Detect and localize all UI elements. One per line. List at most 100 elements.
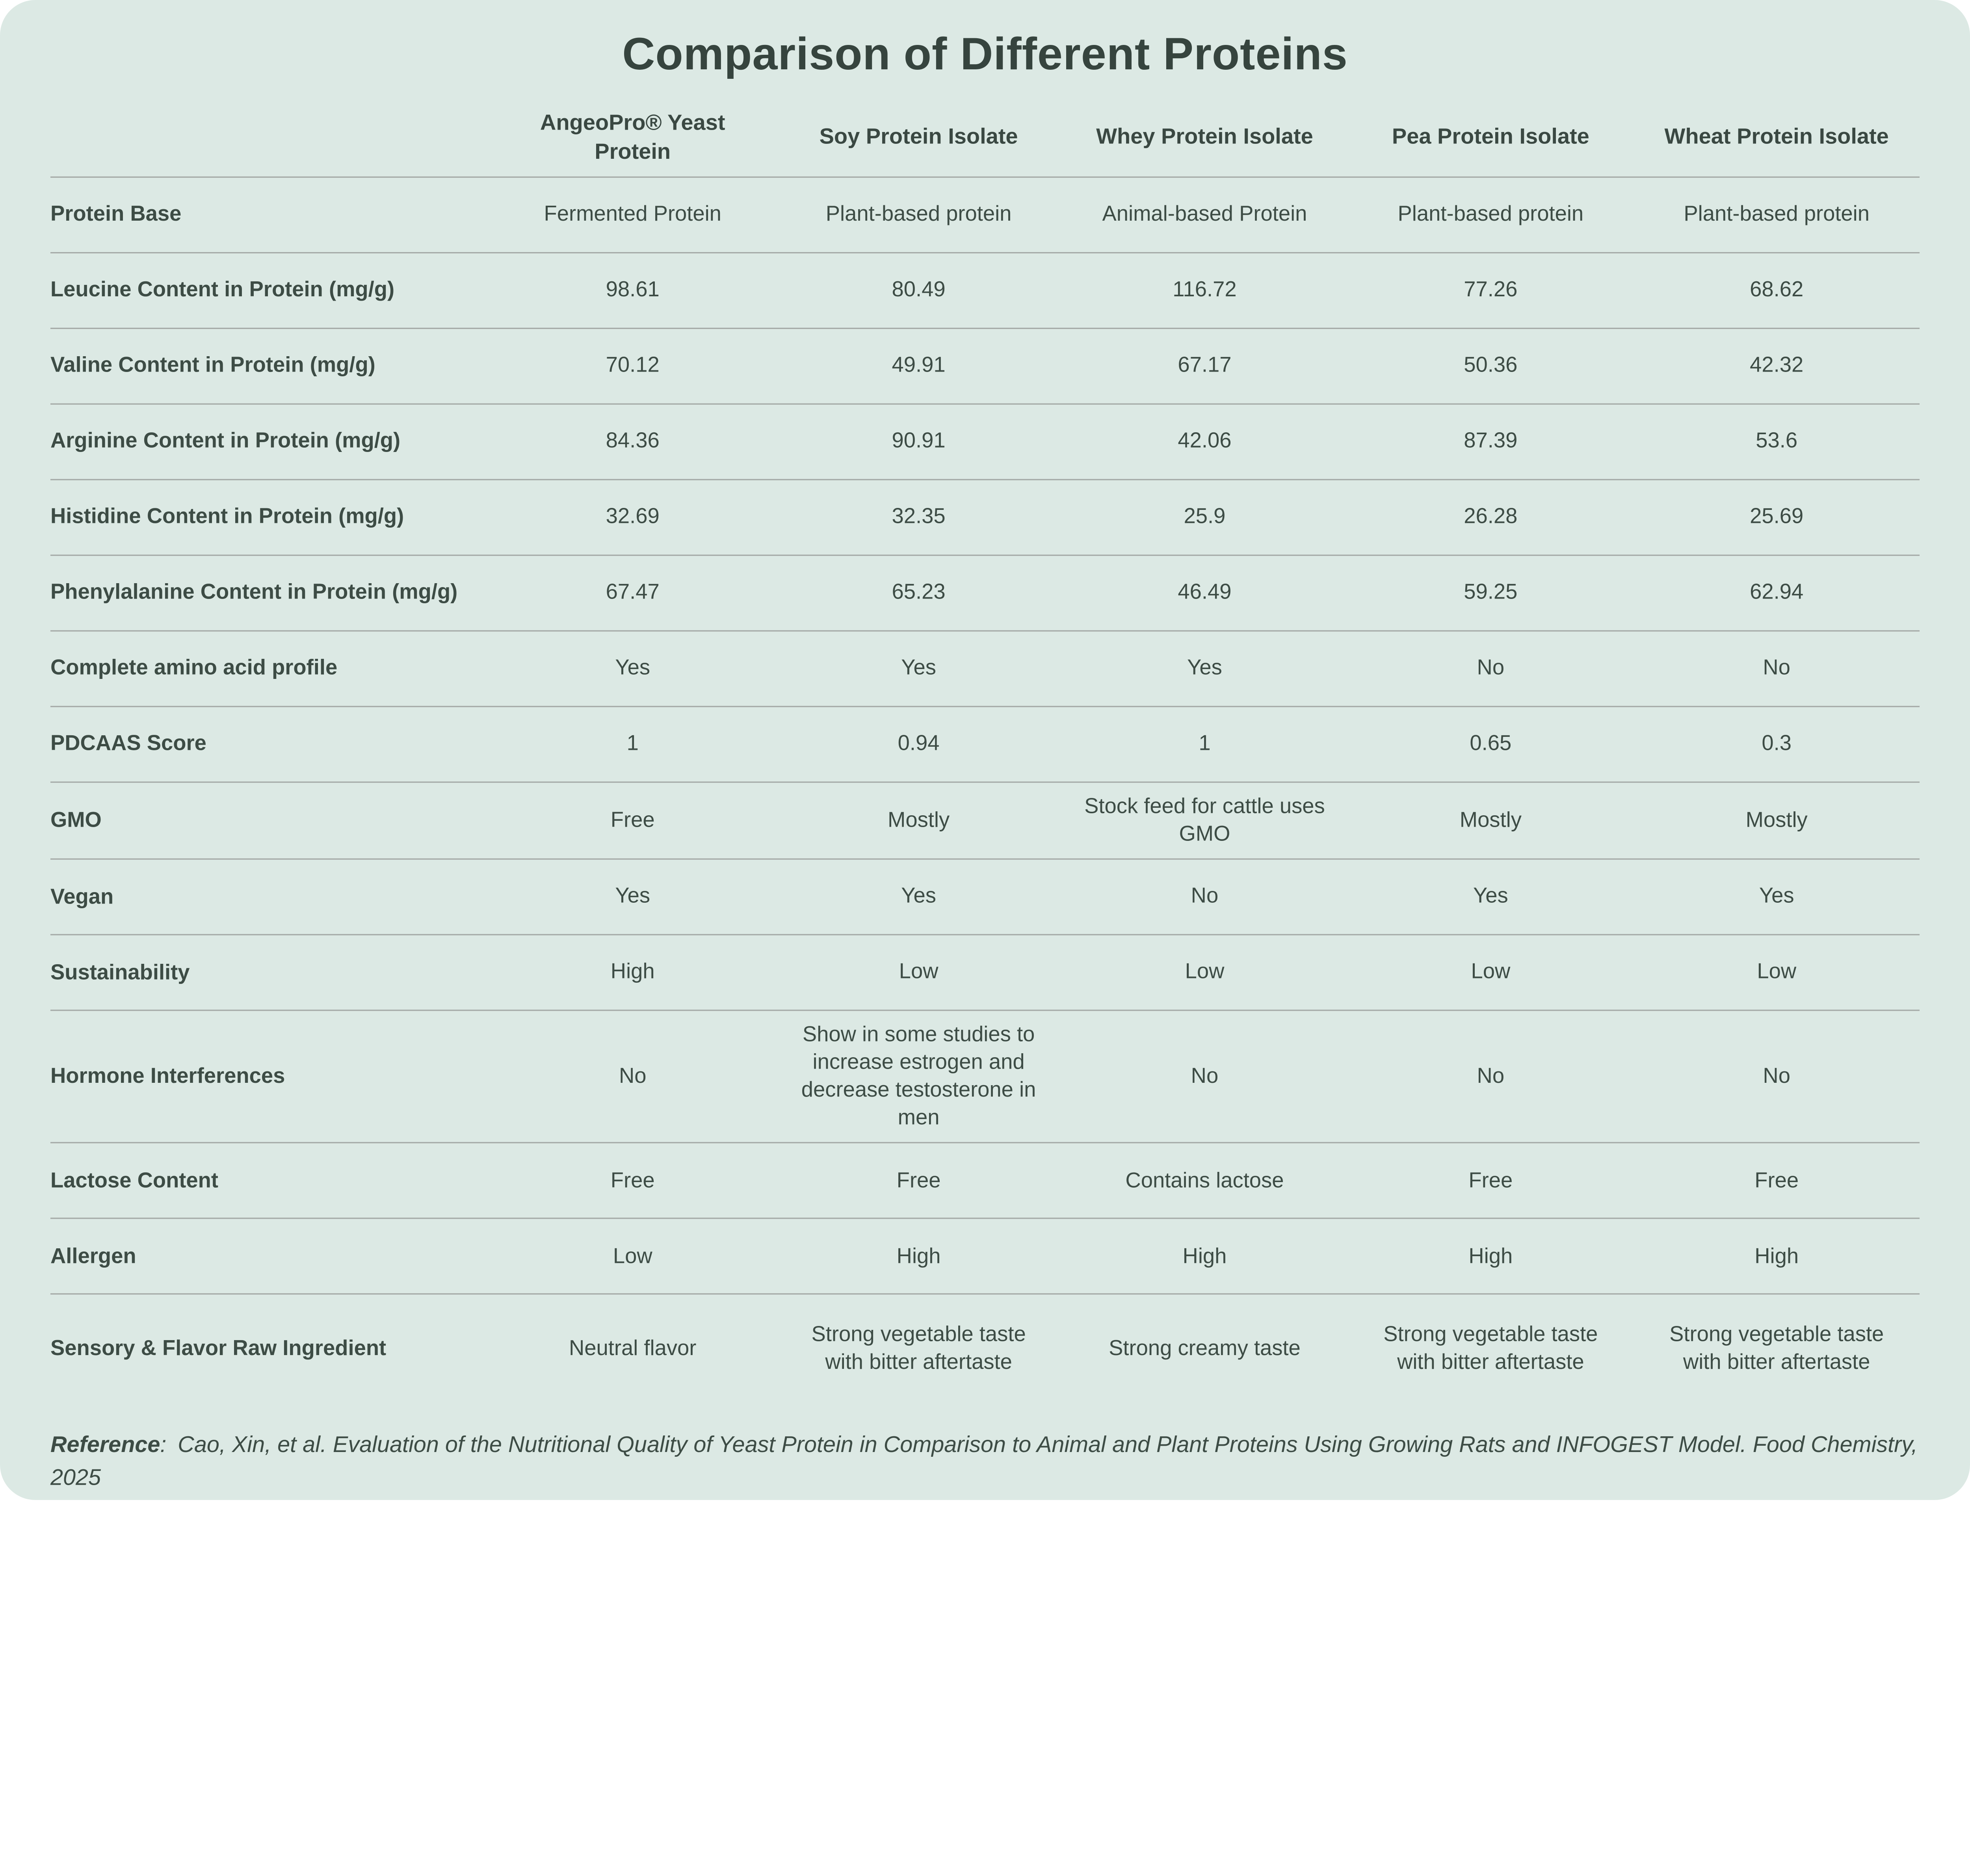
table-cell: Mostly [1459,807,1522,831]
row-label: Sensory & Flavor Raw Ingredient [50,1337,387,1361]
table-cell: No [1477,1064,1505,1088]
table-cell: Plant-based protein [1684,201,1870,226]
row-label: Valine Content in Protein (mg/g) [50,353,375,377]
table-cell: Stock feed for cattle uses GMO [1084,793,1325,846]
table-cell: Yes [615,883,650,908]
row-label: Protein Base [50,202,182,226]
table-cell: Strong vegetable taste with bitter after… [811,1322,1026,1374]
table-cell: 67.47 [606,580,660,604]
table-cell: 116.72 [1173,277,1237,301]
table-cell: No [1763,1064,1790,1088]
table-row: Sensory & Flavor Raw Ingredient Neutral … [50,1295,1920,1403]
table-cell: No [619,1064,647,1088]
table-cell: 25.9 [1184,504,1226,528]
reference-separator: : [160,1432,167,1458]
table-row: Protein Base Fermented Protein Plant-bas… [50,177,1920,253]
table-row: Allergen Low High High High High [50,1219,1920,1295]
table-cell: 1 [1199,731,1211,755]
table-cell: 53.6 [1756,428,1798,453]
table-row: Arginine Content in Protein (mg/g) 84.36… [50,404,1920,480]
table-cell: 98.61 [606,277,660,301]
infographic-stage: Comparison of Different Proteins AngeoPr… [0,0,1970,1500]
table-cell: Strong vegetable taste with bitter after… [1669,1322,1884,1374]
comparison-card: Comparison of Different Proteins AngeoPr… [0,0,1970,1500]
table-cell: 46.49 [1178,580,1232,604]
column-header-pea: Pea Protein Isolate [1392,124,1589,149]
table-cell: 26.28 [1464,504,1518,528]
row-label: Sustainability [50,960,190,984]
table-cell: Yes [901,883,936,908]
reference: Reference: Cao, Xin, et al. Evaluation of… [50,1428,1920,1494]
table-row: Sustainability High Low Low Low Low [50,935,1920,1011]
reference-label: Reference [50,1432,160,1458]
table-cell: Free [610,807,655,831]
table-cell: Strong creamy taste [1109,1336,1301,1360]
table-cell: 62.94 [1750,580,1804,604]
table-row: Hormone Interferences No Show in some st… [50,1011,1920,1143]
table-cell: 77.26 [1464,277,1518,301]
table-row: Leucine Content in Protein (mg/g) 98.61 … [50,253,1920,329]
table-cell: 32.69 [606,504,660,528]
comparison-table: AngeoPro® Yeast Protein Soy Protein Isol… [50,99,1920,1403]
table-cell: Low [613,1243,652,1268]
table-cell: High [610,959,655,984]
table-cell: 90.91 [892,428,946,453]
table-cell: 0.65 [1470,731,1512,755]
table-cell: No [1763,655,1790,680]
row-label: Phenylalanine Content in Protein (mg/g) [50,580,458,604]
table-cell: Contains lactose [1125,1168,1284,1192]
table-cell: 59.25 [1464,580,1518,604]
table-cell: 32.35 [892,504,946,528]
reference-text: Cao, Xin, et al. Evaluation of the Nutri… [50,1432,1918,1490]
table-cell: 0.94 [898,731,940,755]
table-cell: Yes [1187,655,1222,680]
table-cell: 42.32 [1750,353,1804,377]
table-cell: Free [610,1168,655,1192]
table-cell: Yes [901,655,936,680]
page-title: Comparison of Different Proteins [622,28,1348,80]
row-label: Hormone Interferences [50,1064,285,1088]
table-cell: 84.36 [606,428,660,453]
table-cell: 50.36 [1464,353,1518,377]
table-cell: High [1182,1243,1227,1268]
table-cell: 87.39 [1464,428,1518,453]
table-cell: 49.91 [892,353,946,377]
table-cell: High [896,1243,941,1268]
table-body: Protein Base Fermented Protein Plant-bas… [50,177,1920,1403]
table-cell: Show in some studies to increase estroge… [801,1022,1036,1130]
row-label: Complete amino acid profile [50,656,338,680]
table-row: Complete amino acid profile Yes Yes Yes … [50,631,1920,707]
table-cell: Neutral flavor [569,1336,697,1360]
table-cell: No [1191,1064,1219,1088]
table-cell: 1 [626,731,639,755]
table-cell: High [1754,1243,1799,1268]
row-label: GMO [50,808,102,832]
table-row: GMO Free Mostly Stock feed for cattle us… [50,782,1920,859]
table-cell: Yes [1473,883,1508,908]
table-cell: Low [1471,959,1511,984]
table-cell: Free [1754,1168,1799,1192]
row-label: PDCAAS Score [50,731,206,756]
row-label: Vegan [50,884,114,909]
table-row: Histidine Content in Protein (mg/g) 32.6… [50,480,1920,556]
column-header-soy: Soy Protein Isolate [819,124,1018,149]
column-header-empty [50,132,490,142]
column-header-whey: Whey Protein Isolate [1096,124,1313,149]
table-cell: Animal-based Protein [1102,201,1307,226]
table-cell: Strong vegetable taste with bitter after… [1383,1322,1598,1374]
table-cell: 70.12 [606,353,660,377]
row-label: Arginine Content in Protein (mg/g) [50,429,401,453]
table-cell: 80.49 [892,277,946,301]
column-header-wheat: Wheat Protein Isolate [1664,124,1889,149]
table-header-row: AngeoPro® Yeast Protein Soy Protein Isol… [50,99,1920,177]
table-cell: Plant-based protein [1398,201,1584,226]
table-cell: 0.3 [1762,731,1792,755]
table-row: Phenylalanine Content in Protein (mg/g) … [50,555,1920,631]
table-row: PDCAAS Score 1 0.94 1 0.65 0.3 [50,707,1920,782]
table-cell: 42.06 [1178,428,1232,453]
table-cell: Mostly [1745,807,1808,831]
row-label: Lactose Content [50,1168,219,1193]
table-cell: Yes [615,655,650,680]
table-cell: Mostly [888,807,950,831]
table-cell: No [1477,655,1505,680]
